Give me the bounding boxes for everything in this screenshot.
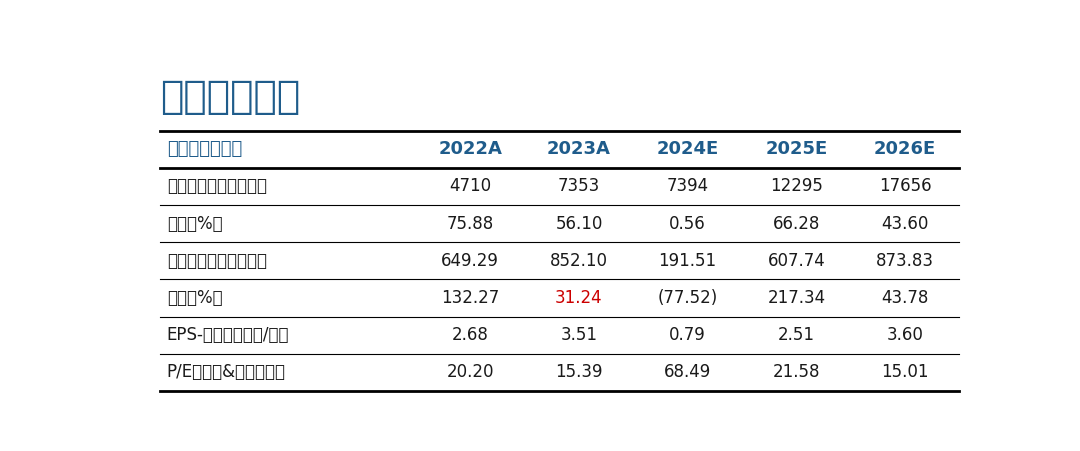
- Text: 607.74: 607.74: [768, 252, 825, 270]
- Text: 217.34: 217.34: [767, 289, 825, 307]
- Text: 66.28: 66.28: [772, 215, 820, 233]
- Text: 2023A: 2023A: [548, 140, 611, 158]
- Text: 852.10: 852.10: [550, 252, 608, 270]
- Text: 191.51: 191.51: [659, 252, 717, 270]
- Text: 2.68: 2.68: [451, 326, 488, 344]
- Text: 7353: 7353: [558, 177, 600, 195]
- Text: 43.78: 43.78: [881, 289, 929, 307]
- Text: 营业总收入（百万元）: 营业总收入（百万元）: [166, 177, 267, 195]
- Text: 盈利预测与估值: 盈利预测与估值: [166, 140, 242, 158]
- Text: 20.20: 20.20: [446, 364, 494, 382]
- Text: 56.10: 56.10: [555, 215, 603, 233]
- Text: 15.01: 15.01: [881, 364, 929, 382]
- Text: 2024E: 2024E: [657, 140, 719, 158]
- Text: 873.83: 873.83: [876, 252, 934, 270]
- Text: 3.60: 3.60: [887, 326, 923, 344]
- Text: 2.51: 2.51: [778, 326, 815, 344]
- Text: 2025E: 2025E: [766, 140, 827, 158]
- Text: EPS-最新摊薄（元/股）: EPS-最新摊薄（元/股）: [166, 326, 289, 344]
- Text: 21.58: 21.58: [772, 364, 820, 382]
- Text: 75.88: 75.88: [447, 215, 494, 233]
- Text: 2022A: 2022A: [438, 140, 502, 158]
- Text: 4710: 4710: [449, 177, 491, 195]
- Text: (77.52): (77.52): [658, 289, 718, 307]
- Text: 12295: 12295: [770, 177, 823, 195]
- Text: 7394: 7394: [666, 177, 708, 195]
- Text: 649.29: 649.29: [442, 252, 499, 270]
- Text: 31.24: 31.24: [555, 289, 603, 307]
- Text: 归母净利润（百万元）: 归母净利润（百万元）: [166, 252, 267, 270]
- Text: 132.27: 132.27: [441, 289, 499, 307]
- Text: 同比（%）: 同比（%）: [166, 215, 222, 233]
- Text: 同比（%）: 同比（%）: [166, 289, 222, 307]
- Text: 0.56: 0.56: [670, 215, 706, 233]
- Text: 买入（维持）: 买入（维持）: [160, 78, 300, 116]
- Text: P/E（现价&最新摊薄）: P/E（现价&最新摊薄）: [166, 364, 286, 382]
- Text: 15.39: 15.39: [555, 364, 603, 382]
- Text: 68.49: 68.49: [664, 364, 712, 382]
- Text: 0.79: 0.79: [670, 326, 706, 344]
- Text: 2026E: 2026E: [874, 140, 936, 158]
- Text: 43.60: 43.60: [881, 215, 929, 233]
- Text: 3.51: 3.51: [561, 326, 597, 344]
- Text: 17656: 17656: [879, 177, 931, 195]
